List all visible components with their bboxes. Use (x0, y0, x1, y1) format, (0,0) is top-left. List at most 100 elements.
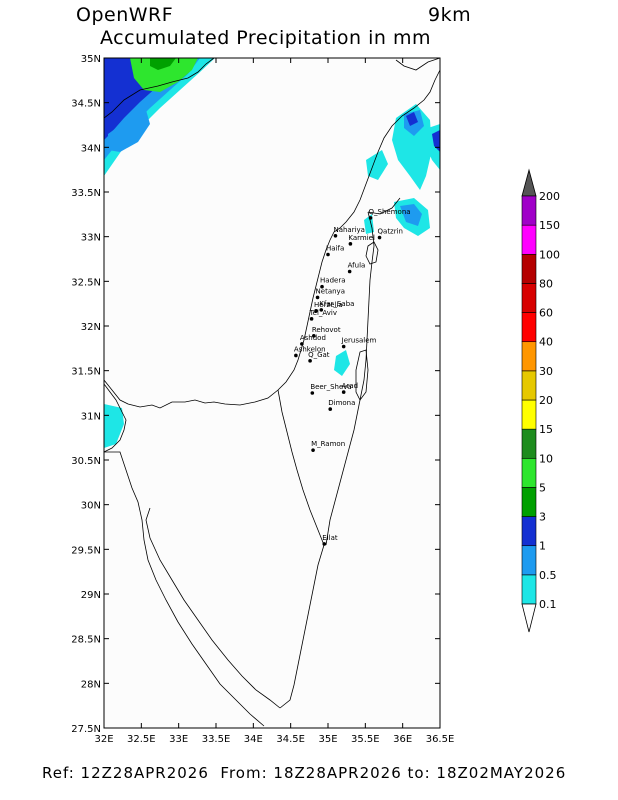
city-dot (368, 216, 373, 220)
city-dot (333, 233, 338, 238)
legend-swatch (521, 399, 537, 430)
city-dot (294, 353, 298, 358)
lat-tick-label: 30N (81, 501, 101, 512)
coastline (104, 58, 440, 727)
city-dot (319, 308, 324, 312)
city-label: Herzelia (314, 301, 343, 309)
lon-tick-label: 33.5E (202, 734, 231, 745)
legend-swatch (521, 574, 537, 605)
resolution-label: 9km (428, 4, 472, 26)
rain-area-medium (108, 110, 150, 152)
city-dot (348, 242, 353, 246)
legend-level-label: 1 (539, 540, 546, 553)
legend-swatch (521, 457, 537, 488)
lat-tick-label: 31.5N (71, 367, 101, 378)
city-dot (341, 344, 346, 349)
legend-swatch (521, 370, 537, 401)
legend-level-label: 150 (539, 219, 560, 232)
lon-tick-label: 35.5E (351, 734, 380, 745)
lat-tick-label: 34N (81, 143, 101, 154)
rain-area-dark (406, 112, 418, 126)
legend-swatch (521, 487, 537, 517)
rain-area-medium (400, 204, 422, 226)
city-dot (377, 235, 382, 240)
axes: 32E 32.5E 33E 33.5E 34E 34.5E 35E 35.5E 36E 36.5E… (71, 54, 454, 745)
map-title: Accumulated Precipitation in mm (100, 27, 431, 49)
lon-tick-label: 33E (169, 734, 188, 745)
legend-swatch (521, 428, 537, 459)
legend-level-label: 200 (539, 190, 560, 203)
legend-level-label: 40 (539, 336, 553, 349)
map-frame (103, 57, 441, 729)
city-dot (309, 317, 314, 321)
city-label: Qatzrin (378, 228, 403, 236)
lon-tick-label: 32.5E (127, 734, 156, 745)
city-dot (326, 252, 330, 257)
city-dot (341, 390, 346, 394)
lon-tick-label: 35E (318, 734, 337, 745)
legend-level-label: 30 (539, 365, 553, 378)
city-label: Jerusalem (341, 337, 377, 345)
city-label: Tel_Aviv (309, 309, 337, 317)
city-label: Netanya (316, 287, 345, 295)
lat-tick-label: 34.5N (71, 99, 101, 110)
city-label: Nahariya (333, 226, 365, 234)
rain-area-green (130, 58, 198, 92)
lat-tick-label: 29N (81, 590, 101, 601)
lon-tick-label: 32E (94, 734, 113, 745)
map-frame-bg (104, 58, 440, 728)
city-label: Rehovot (312, 326, 341, 334)
city-label: Karmiel (348, 234, 375, 242)
legend-swatch (521, 341, 537, 372)
rain-area-light (334, 350, 350, 376)
legend-swatch (521, 283, 537, 313)
lat-tick-label: 33.5N (71, 188, 101, 199)
city-dot (347, 269, 352, 274)
legend-min-arrow (521, 603, 537, 633)
model-name: OpenWRF (76, 4, 174, 26)
city-dot (314, 309, 318, 313)
city-label: Beer_Sheva (310, 383, 351, 391)
legend-level-label: 5 (539, 481, 546, 494)
precipitation-map: 32E 32.5E 33E 33.5E 34E 34.5E 35E 35.5E 36E 36.5E… (71, 54, 560, 745)
city-dot (310, 391, 315, 395)
city-label: Q_Shemona (369, 208, 411, 216)
city-dot (320, 284, 324, 289)
city-dot (312, 334, 316, 338)
legend-swatch (521, 312, 537, 343)
legend-level-label: 0.1 (539, 598, 557, 611)
legend-level-label: 80 (539, 277, 553, 290)
legend-level-label: 15 (539, 423, 553, 436)
lat-tick-label: 33N (81, 233, 101, 244)
lat-tick-label: 32.5N (71, 277, 101, 288)
city-label: Q_Gat (308, 351, 330, 359)
lat-tick-label: 28.5N (71, 635, 101, 646)
city-dot (315, 295, 320, 300)
legend-level-label: 10 (539, 452, 553, 465)
city-label: Hadera (320, 277, 345, 285)
city-label: Arad (342, 382, 358, 390)
rain-area-darkgreen (150, 58, 176, 70)
city-label: M_Ramon (311, 440, 345, 448)
lat-tick-label: 30.5N (71, 456, 101, 467)
city-dot (322, 542, 327, 546)
lon-tick-label: 34.5E (276, 734, 305, 745)
city-label: Ashdod (300, 334, 326, 342)
city-label: Eilat (322, 534, 338, 542)
color-legend: 0.1 0.5 1 3 5 10 15 20 30 40 60 80 100 150 200 (521, 168, 560, 633)
city-label: Kfar_Saba (319, 300, 354, 308)
rain-area-dark (432, 130, 440, 152)
lat-tick-label: 31N (81, 411, 101, 422)
lat-tick-label: 32N (81, 322, 101, 333)
legend-swatch (521, 516, 537, 547)
legend-swatch (521, 195, 537, 226)
lat-tick-label: 29.5N (71, 545, 101, 556)
legend-level-label: 0.5 (539, 569, 557, 582)
rain-area-light (366, 150, 388, 180)
city-dot (300, 342, 304, 346)
city-label: Dimona (328, 399, 355, 407)
legend-level-label: 100 (539, 248, 560, 261)
lat-tick-label: 27.5N (71, 724, 101, 735)
city-label: Ashkelon (294, 345, 326, 353)
